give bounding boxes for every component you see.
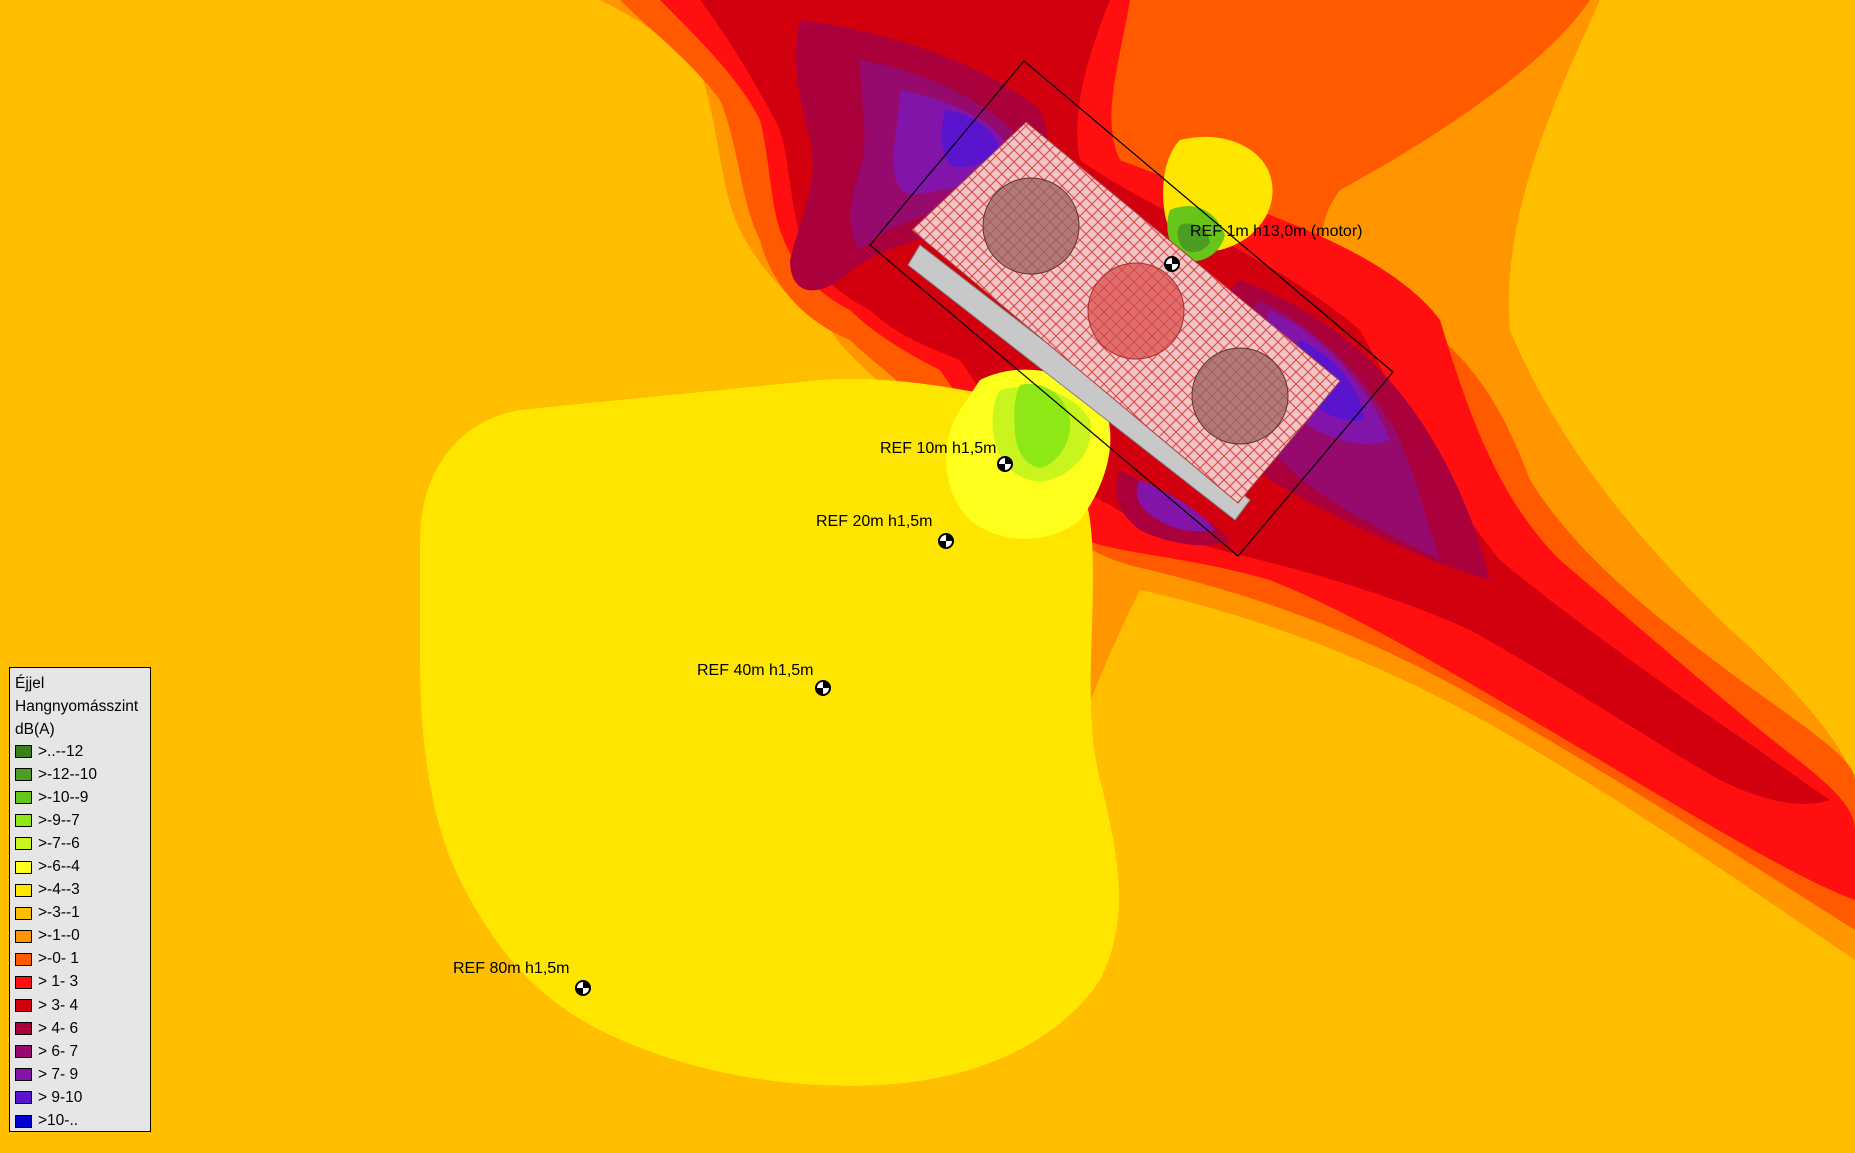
contour-lime — [1014, 384, 1071, 468]
legend-item-label: > 4- 6 — [38, 1019, 79, 1037]
receiver-ref-10m-marker-fill — [998, 457, 1012, 471]
legend-item: > 1- 3 — [15, 971, 97, 994]
legend-item: > 9-10 — [15, 1086, 97, 1109]
contour-south-violet — [1136, 480, 1215, 532]
contour-sw-yellow-outer — [420, 379, 1119, 1086]
contour-nw-indigo — [941, 110, 1000, 167]
legend-swatch — [15, 837, 32, 851]
legend-item-label: > 1- 3 — [38, 973, 79, 991]
legend-swatch — [15, 929, 32, 943]
legend-swatch — [15, 1045, 32, 1059]
legend-swatch — [15, 1068, 32, 1082]
legend-item: >-10--9 — [15, 786, 97, 809]
legend-item: > 3- 4 — [15, 994, 97, 1017]
legend-swatch — [15, 1091, 32, 1105]
legend-item: >-7--6 — [15, 832, 97, 855]
legend-item-label: >-7--6 — [38, 834, 80, 852]
legend-item: >-1--0 — [15, 925, 97, 948]
legend-item-label: > 3- 4 — [38, 996, 79, 1014]
legend-header: Éjjel Hangnyomásszint dB(A) — [15, 672, 138, 741]
legend-item-label: >-1--0 — [38, 927, 80, 945]
tank-3 — [1191, 347, 1289, 445]
legend: Éjjel Hangnyomásszint dB(A) >..--12 >-12-… — [9, 667, 151, 1132]
receiver-ref-20m-label: REF 20m h1,5m — [816, 513, 932, 530]
tank-2 — [1087, 262, 1185, 360]
legend-item-label: >-0- 1 — [38, 950, 79, 968]
legend-item: > 6- 7 — [15, 1040, 97, 1063]
contour-darkgreen-n — [1177, 223, 1210, 253]
legend-unit: dB(A) — [15, 721, 55, 738]
legend-swatch — [15, 768, 32, 782]
legend-swatch — [15, 952, 32, 966]
receiver-ref-20m[interactable]: REF 20m h1,5m — [816, 513, 954, 549]
receivers: REF 1m h13,0m (motor) REF 10m h1,5m REF … — [453, 223, 1362, 996]
legend-item: >-0- 1 — [15, 948, 97, 971]
source-building — [869, 60, 1394, 557]
legend-item: >..--12 — [15, 740, 97, 763]
receiver-ref-20m-marker-fill — [939, 534, 953, 548]
legend-title: Éjjel — [15, 675, 45, 692]
legend-item: > 4- 6 — [15, 1017, 97, 1040]
receiver-ref-80m[interactable]: REF 80m h1,5m — [453, 960, 591, 996]
receiver-ref-40m-label: REF 40m h1,5m — [697, 662, 813, 679]
legend-items: >..--12 >-12--10 >-10--9 >-9--7 >-7--6 >-6--4… — [15, 740, 97, 1133]
legend-item-label: > 7- 9 — [38, 1065, 79, 1083]
receiver-ref-10m-label: REF 10m h1,5m — [880, 440, 996, 457]
legend-item-label: >-10--9 — [38, 788, 89, 806]
legend-item-label: >-9--7 — [38, 811, 80, 829]
legend-item-label: >-6--4 — [38, 858, 80, 876]
receiver-ref-1m[interactable]: REF 1m h13,0m (motor) — [1164, 223, 1362, 272]
legend-item-label: > 9-10 — [38, 1088, 83, 1106]
receiver-ref-40m-marker-fill — [816, 681, 830, 695]
legend-swatch — [15, 1114, 32, 1128]
tank-1 — [982, 177, 1080, 275]
legend-item-label: >-12--10 — [38, 765, 98, 783]
receiver-ref-1m-label: REF 1m h13,0m (motor) — [1190, 223, 1362, 240]
legend-swatch — [15, 814, 32, 828]
legend-swatch — [15, 999, 32, 1013]
legend-item: >-3--1 — [15, 902, 97, 925]
legend-quantity: Hangnyomásszint — [15, 698, 139, 715]
legend-item: >10-.. — [15, 1110, 97, 1133]
legend-item-label: >-3--1 — [38, 904, 80, 922]
receiver-ref-40m[interactable]: REF 40m h1,5m — [697, 662, 831, 696]
legend-swatch — [15, 860, 32, 874]
receiver-ref-1m-marker-fill — [1165, 257, 1179, 271]
building-outline — [869, 60, 1394, 557]
legend-item: > 7- 9 — [15, 1063, 97, 1086]
receiver-ref-10m[interactable]: REF 10m h1,5m — [880, 440, 1013, 472]
receiver-ref-80m-label: REF 80m h1,5m — [453, 960, 569, 977]
legend-swatch — [15, 975, 32, 989]
legend-item: >-4--3 — [15, 879, 97, 902]
legend-item: >-6--4 — [15, 855, 97, 878]
legend-item: >-12--10 — [15, 763, 97, 786]
legend-item-label: > 6- 7 — [38, 1042, 79, 1060]
legend-item-label: >..--12 — [38, 742, 84, 760]
legend-item-label: >10-.. — [38, 1112, 79, 1130]
legend-item-label: >-4--3 — [38, 881, 80, 899]
receiver-ref-80m-marker-fill — [576, 981, 590, 995]
legend-swatch — [15, 791, 32, 805]
legend-swatch — [15, 906, 32, 920]
legend-swatch — [15, 745, 32, 759]
legend-swatch — [15, 883, 32, 897]
legend-item: >-9--7 — [15, 809, 97, 832]
legend-swatch — [15, 1022, 32, 1036]
